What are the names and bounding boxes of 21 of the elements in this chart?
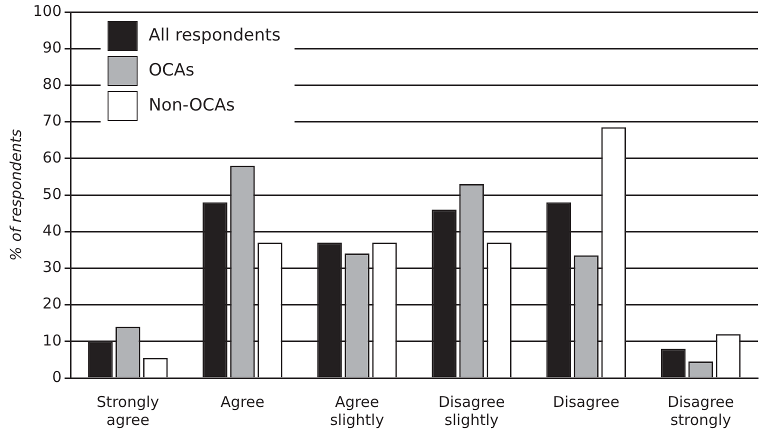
y-tick-label: 60 bbox=[42, 148, 62, 166]
x-tick-label: Strongly agree bbox=[96, 392, 160, 429]
legend-label: OCAs bbox=[148, 60, 195, 80]
y-tick-label: 10 bbox=[42, 331, 62, 350]
y-tick-label: 20 bbox=[42, 294, 62, 313]
y-tick-label: 80 bbox=[42, 75, 62, 94]
x-tick-label: Disagree bbox=[552, 392, 620, 411]
y-tick-label: 50 bbox=[42, 184, 62, 203]
y-tick-label: 40 bbox=[42, 221, 62, 240]
x-tick-label: Agree slightly bbox=[330, 392, 384, 429]
y-axis-title: % of respondents bbox=[6, 129, 25, 261]
x-tick-label: Agree bbox=[220, 392, 265, 411]
y-tick-label: 0 bbox=[52, 368, 62, 386]
legend-label: All respondents bbox=[148, 25, 281, 46]
y-tick-label: 30 bbox=[42, 258, 62, 276]
x-tick-label: Disagree strongly bbox=[667, 392, 734, 429]
y-tick-label: 90 bbox=[42, 38, 62, 56]
y-tick-label: 70 bbox=[42, 112, 62, 130]
y-tick-label: 100 bbox=[32, 2, 62, 20]
x-tick-label: Disagree slightly bbox=[438, 392, 505, 429]
legend-label: Non-OCAs bbox=[148, 95, 236, 116]
